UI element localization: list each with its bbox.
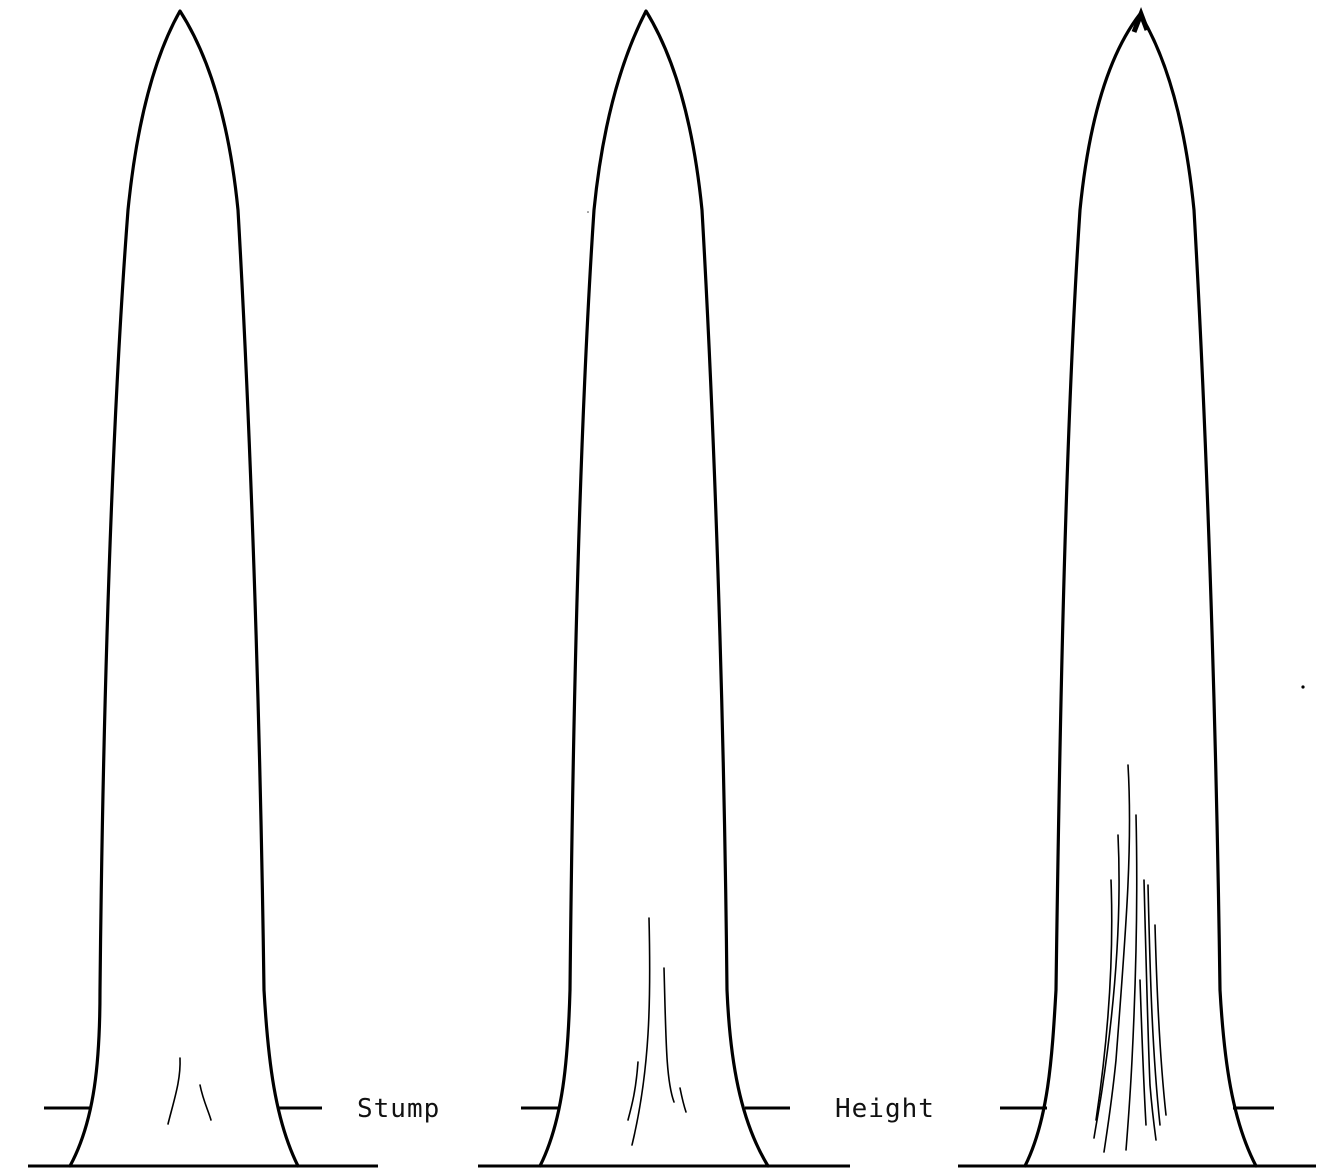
tree-3-crack-3 [1093, 834, 1120, 1139]
tree-3-crack-5 [1143, 879, 1157, 1141]
tree-3 [958, 6, 1316, 1168]
tree-2-outline [538, 9, 770, 1168]
tree-1-outline [68, 9, 300, 1168]
tree-2-crack-4 [679, 1087, 687, 1113]
stray-dot [1301, 685, 1305, 689]
tree-2 [478, 9, 850, 1168]
tree-2-crack-3 [627, 1061, 639, 1121]
tree-1-crack-2 [199, 1084, 212, 1121]
tree-2-crack-2 [663, 967, 675, 1103]
height-label: Height [835, 1094, 935, 1124]
tree-3-tip-mark [1131, 6, 1150, 33]
tree-3-crack-1 [1103, 764, 1131, 1153]
tree-3-crack-2 [1125, 814, 1138, 1151]
tree-3-crack-6 [1147, 884, 1161, 1126]
stump-label: Stump [357, 1094, 440, 1124]
tree-3-crack-4 [1095, 879, 1113, 1121]
tree-1 [28, 9, 378, 1168]
tree-1-crack-1 [167, 1057, 181, 1125]
tree-3-crack-7 [1154, 924, 1167, 1116]
stray-dot-2 [587, 211, 589, 213]
tree-2-crack-1 [631, 917, 651, 1146]
tree-3-crack-8 [1139, 979, 1147, 1126]
